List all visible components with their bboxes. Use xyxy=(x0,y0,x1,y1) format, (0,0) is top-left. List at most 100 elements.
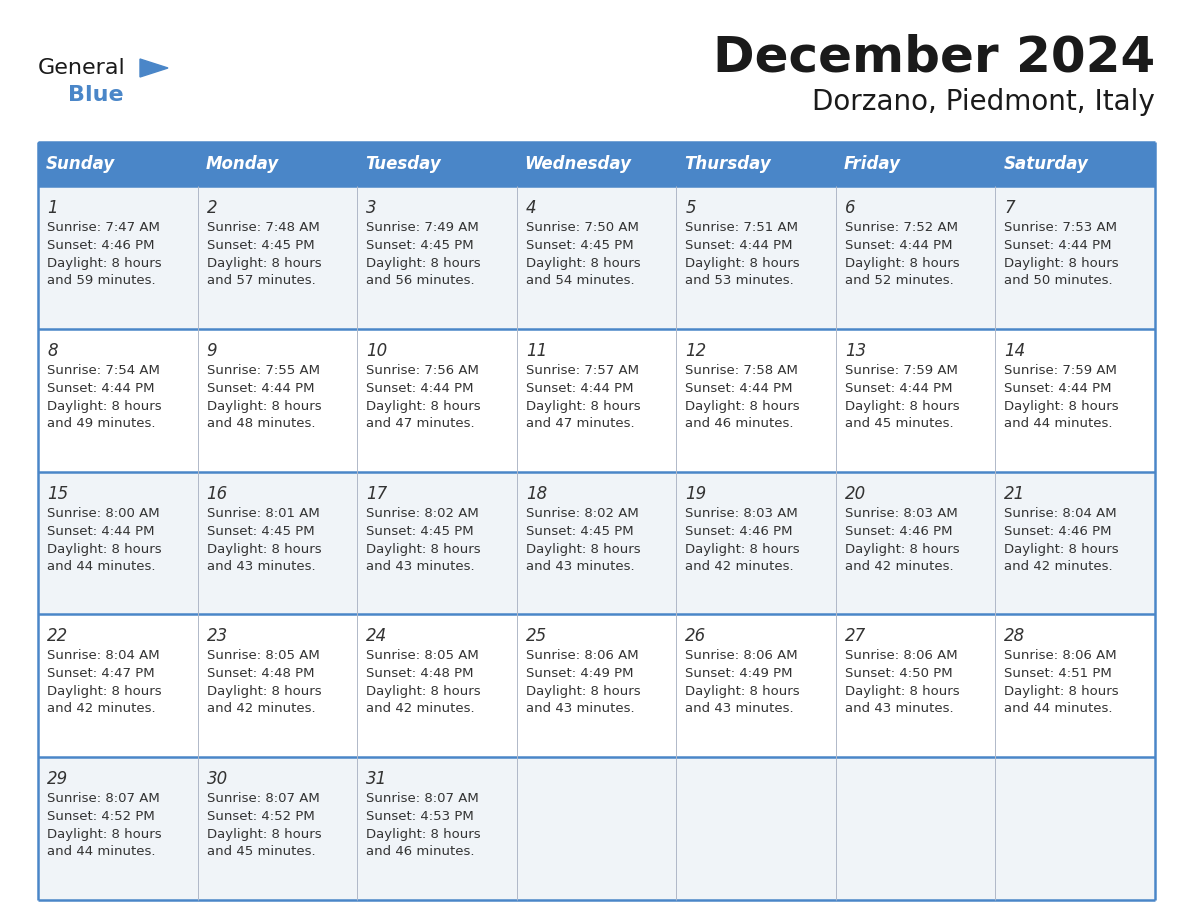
Text: Sunrise: 8:02 AM: Sunrise: 8:02 AM xyxy=(366,507,479,520)
Text: Sunset: 4:44 PM: Sunset: 4:44 PM xyxy=(685,239,792,252)
Text: Sunrise: 8:03 AM: Sunrise: 8:03 AM xyxy=(845,507,958,520)
Text: Daylight: 8 hours: Daylight: 8 hours xyxy=(366,686,481,699)
Text: Daylight: 8 hours: Daylight: 8 hours xyxy=(685,257,800,270)
Text: Sunrise: 8:00 AM: Sunrise: 8:00 AM xyxy=(48,507,159,520)
Text: and 47 minutes.: and 47 minutes. xyxy=(366,417,475,430)
Text: 22: 22 xyxy=(48,627,68,645)
Text: Sunset: 4:47 PM: Sunset: 4:47 PM xyxy=(48,667,154,680)
Text: Sunset: 4:46 PM: Sunset: 4:46 PM xyxy=(845,524,953,538)
Text: and 52 minutes.: and 52 minutes. xyxy=(845,274,954,287)
Text: Sunset: 4:48 PM: Sunset: 4:48 PM xyxy=(366,667,474,680)
Text: and 42 minutes.: and 42 minutes. xyxy=(207,702,315,715)
Text: Sunset: 4:51 PM: Sunset: 4:51 PM xyxy=(1004,667,1112,680)
Text: 26: 26 xyxy=(685,627,707,645)
Bar xyxy=(38,614,1155,757)
Text: Sunrise: 8:06 AM: Sunrise: 8:06 AM xyxy=(1004,649,1117,663)
Text: Thursday: Thursday xyxy=(684,155,771,173)
Text: Sunset: 4:46 PM: Sunset: 4:46 PM xyxy=(1004,524,1112,538)
Text: Sunset: 4:45 PM: Sunset: 4:45 PM xyxy=(366,239,474,252)
Text: Sunrise: 8:07 AM: Sunrise: 8:07 AM xyxy=(207,792,320,805)
Text: Sunrise: 7:54 AM: Sunrise: 7:54 AM xyxy=(48,364,160,376)
Text: 20: 20 xyxy=(845,485,866,502)
Text: 27: 27 xyxy=(845,627,866,645)
Text: 5: 5 xyxy=(685,199,696,217)
Text: Daylight: 8 hours: Daylight: 8 hours xyxy=(366,400,481,413)
Text: Sunset: 4:44 PM: Sunset: 4:44 PM xyxy=(685,382,792,395)
Text: and 45 minutes.: and 45 minutes. xyxy=(845,417,954,430)
Text: Saturday: Saturday xyxy=(1004,155,1088,173)
Text: Sunset: 4:44 PM: Sunset: 4:44 PM xyxy=(526,382,633,395)
Text: Daylight: 8 hours: Daylight: 8 hours xyxy=(845,257,960,270)
Text: and 44 minutes.: and 44 minutes. xyxy=(1004,702,1113,715)
Text: Daylight: 8 hours: Daylight: 8 hours xyxy=(526,257,640,270)
Text: Daylight: 8 hours: Daylight: 8 hours xyxy=(1004,543,1119,555)
Text: 19: 19 xyxy=(685,485,707,502)
Text: Sunset: 4:49 PM: Sunset: 4:49 PM xyxy=(526,667,633,680)
Text: Sunset: 4:45 PM: Sunset: 4:45 PM xyxy=(526,239,633,252)
Text: Sunrise: 8:05 AM: Sunrise: 8:05 AM xyxy=(366,649,479,663)
Text: 11: 11 xyxy=(526,341,546,360)
Text: 8: 8 xyxy=(48,341,58,360)
Text: December 2024: December 2024 xyxy=(713,34,1155,82)
Text: 24: 24 xyxy=(366,627,387,645)
Text: Sunset: 4:53 PM: Sunset: 4:53 PM xyxy=(366,811,474,823)
Text: and 43 minutes.: and 43 minutes. xyxy=(526,702,634,715)
Text: Sunrise: 7:52 AM: Sunrise: 7:52 AM xyxy=(845,221,958,234)
Text: Daylight: 8 hours: Daylight: 8 hours xyxy=(48,828,162,841)
Text: Daylight: 8 hours: Daylight: 8 hours xyxy=(685,686,800,699)
Text: Daylight: 8 hours: Daylight: 8 hours xyxy=(526,400,640,413)
Text: 17: 17 xyxy=(366,485,387,502)
Bar xyxy=(38,472,1155,614)
Text: Sunrise: 7:49 AM: Sunrise: 7:49 AM xyxy=(366,221,479,234)
Text: Sunrise: 7:50 AM: Sunrise: 7:50 AM xyxy=(526,221,639,234)
Text: 4: 4 xyxy=(526,199,536,217)
Text: Sunrise: 8:02 AM: Sunrise: 8:02 AM xyxy=(526,507,638,520)
Text: 21: 21 xyxy=(1004,485,1025,502)
Text: Sunset: 4:52 PM: Sunset: 4:52 PM xyxy=(207,811,315,823)
Text: Daylight: 8 hours: Daylight: 8 hours xyxy=(207,543,321,555)
Text: Friday: Friday xyxy=(843,155,901,173)
Text: 10: 10 xyxy=(366,341,387,360)
Text: Sunset: 4:46 PM: Sunset: 4:46 PM xyxy=(48,239,154,252)
Text: Daylight: 8 hours: Daylight: 8 hours xyxy=(48,400,162,413)
Text: Daylight: 8 hours: Daylight: 8 hours xyxy=(207,828,321,841)
Text: 6: 6 xyxy=(845,199,855,217)
Text: and 43 minutes.: and 43 minutes. xyxy=(207,560,315,573)
Text: Sunrise: 7:59 AM: Sunrise: 7:59 AM xyxy=(1004,364,1117,376)
Text: Sunrise: 7:56 AM: Sunrise: 7:56 AM xyxy=(366,364,479,376)
Text: Sunset: 4:44 PM: Sunset: 4:44 PM xyxy=(366,382,474,395)
Text: Sunrise: 8:03 AM: Sunrise: 8:03 AM xyxy=(685,507,798,520)
Text: Sunrise: 8:04 AM: Sunrise: 8:04 AM xyxy=(1004,507,1117,520)
Text: Sunday: Sunday xyxy=(46,155,115,173)
Text: and 42 minutes.: and 42 minutes. xyxy=(685,560,794,573)
Text: Sunset: 4:44 PM: Sunset: 4:44 PM xyxy=(845,382,953,395)
Text: 18: 18 xyxy=(526,485,546,502)
Text: 29: 29 xyxy=(48,770,68,789)
Text: Daylight: 8 hours: Daylight: 8 hours xyxy=(366,543,481,555)
Text: and 43 minutes.: and 43 minutes. xyxy=(366,560,475,573)
Text: and 42 minutes.: and 42 minutes. xyxy=(845,560,954,573)
Text: Sunrise: 7:58 AM: Sunrise: 7:58 AM xyxy=(685,364,798,376)
Text: and 46 minutes.: and 46 minutes. xyxy=(685,417,794,430)
Text: Sunrise: 7:55 AM: Sunrise: 7:55 AM xyxy=(207,364,320,376)
Text: 28: 28 xyxy=(1004,627,1025,645)
Text: 1: 1 xyxy=(48,199,58,217)
Text: Sunset: 4:45 PM: Sunset: 4:45 PM xyxy=(207,524,314,538)
Text: Sunrise: 7:57 AM: Sunrise: 7:57 AM xyxy=(526,364,639,376)
Text: and 42 minutes.: and 42 minutes. xyxy=(1004,560,1113,573)
Text: General: General xyxy=(38,58,126,78)
Text: and 53 minutes.: and 53 minutes. xyxy=(685,274,794,287)
Text: and 50 minutes.: and 50 minutes. xyxy=(1004,274,1113,287)
Text: Daylight: 8 hours: Daylight: 8 hours xyxy=(845,543,960,555)
Bar xyxy=(38,142,1155,186)
Text: Blue: Blue xyxy=(68,85,124,105)
Text: Daylight: 8 hours: Daylight: 8 hours xyxy=(48,257,162,270)
Text: and 45 minutes.: and 45 minutes. xyxy=(207,845,315,858)
Text: Sunset: 4:50 PM: Sunset: 4:50 PM xyxy=(845,667,953,680)
Text: Sunset: 4:45 PM: Sunset: 4:45 PM xyxy=(366,524,474,538)
Text: Daylight: 8 hours: Daylight: 8 hours xyxy=(685,543,800,555)
Text: Daylight: 8 hours: Daylight: 8 hours xyxy=(366,257,481,270)
Text: Daylight: 8 hours: Daylight: 8 hours xyxy=(207,257,321,270)
Polygon shape xyxy=(140,59,168,77)
Text: Sunrise: 8:06 AM: Sunrise: 8:06 AM xyxy=(685,649,798,663)
